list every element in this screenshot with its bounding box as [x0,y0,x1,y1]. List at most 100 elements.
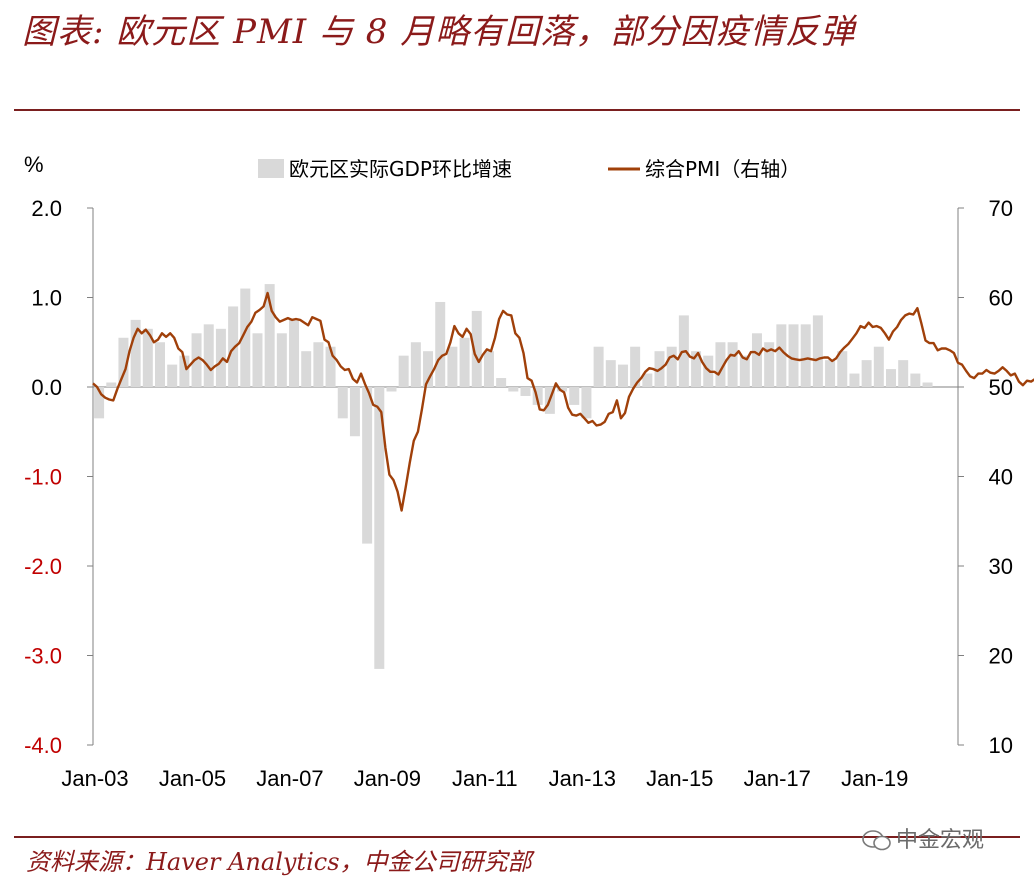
gdp-bar [898,360,909,387]
x-tick-label: Jan-19 [841,766,908,791]
gdp-bars [94,284,933,669]
gdp-bar [617,364,628,387]
gdp-bar [349,387,360,437]
gdp-bar [873,346,884,387]
left-unit-label: % [24,152,44,177]
left-tick-label: -4.0 [24,733,62,758]
gdp-bar [264,284,275,387]
x-tick-label: Jan-07 [256,766,323,791]
gdp-bar [435,301,446,387]
gdp-bar [276,333,287,387]
gdp-bar [849,373,860,387]
gdp-bar [825,360,836,387]
gdp-bar [215,328,226,387]
right-tick-label: 10 [989,733,1013,758]
gdp-bar [483,351,494,387]
gdp-bar [861,360,872,387]
gdp-bar [106,382,117,387]
gdp-bar [447,346,458,387]
right-tick-label: 50 [989,375,1013,400]
left-tick-label: -1.0 [24,465,62,490]
right-tick-label: 40 [989,465,1013,490]
x-tick-label: Jan-05 [159,766,226,791]
gdp-bar [642,373,653,387]
source-divider [14,836,1020,838]
legend-pmi-label: 综合PMI（右轴） [645,157,800,181]
gdp-bar [118,337,129,387]
gdp-bar [569,387,580,405]
pmi-line-layer [92,291,1034,512]
left-tick-label: -2.0 [24,554,62,579]
gdp-bar [240,288,251,387]
gdp-bar [167,364,178,387]
right-tick-label: 20 [989,644,1013,669]
gdp-bar [155,342,166,387]
left-tick-label: 0.0 [31,375,62,400]
gdp-bar [812,315,823,387]
gdp-bar [922,382,933,387]
gdp-bar [362,387,373,544]
gdp-bar [666,346,677,387]
legend: % 欧元区实际GDP环比增速 综合PMI（右轴） [24,152,800,181]
x-tick-label: Jan-03 [61,766,128,791]
gdp-bar [410,342,421,387]
gdp-bar [374,387,385,669]
gdp-bar [459,337,470,387]
right-tick-label: 60 [989,286,1013,311]
x-tick-label: Jan-15 [646,766,713,791]
x-tick-label: Jan-13 [549,766,616,791]
gdp-bar [739,355,750,387]
gdp-bar [203,324,214,387]
right-tick-label: 30 [989,554,1013,579]
gdp-bar [520,387,531,396]
gdp-bar [581,387,592,419]
gdp-bar [496,378,507,387]
gdp-bar [727,342,738,387]
tick-labels: 2.0 1.0 0.0 -1.0 -2.0 -3.0 -4.0 70 60 50 40 30 20 10 J… [24,196,1013,791]
right-tick-label: 70 [989,196,1013,221]
gdp-bar [630,346,641,387]
x-tick-label: Jan-11 [452,766,518,791]
legend-gdp-swatch [258,159,284,178]
gdp-bar [691,351,702,387]
title-divider [14,109,1020,111]
chat-bubble-icon [862,830,891,851]
pmi-line [92,291,1034,512]
legend-gdp-label: 欧元区实际GDP环比增速 [289,157,512,181]
gdp-bar [130,319,141,387]
gdp-bar [764,342,775,387]
left-tick-label: 2.0 [31,196,62,221]
x-tick-label: Jan-09 [354,766,421,791]
gdp-bar [751,333,762,387]
gdp-bar [508,387,519,392]
gdp-bar [386,387,397,392]
gdp-bar [228,306,239,387]
gdp-bar [910,373,921,387]
gdp-bar [398,355,409,387]
gdp-bar [179,355,190,387]
gdp-bar [885,369,896,387]
gdp-bar [715,342,726,387]
gdp-bar [313,342,324,387]
gdp-bar [301,351,312,387]
gdp-bar [557,387,568,392]
gdp-bar [252,333,263,387]
watermark-text: 中金宏观 [896,828,985,853]
gdp-bar [94,387,105,419]
x-tick-label: Jan-17 [744,766,811,791]
gdp-bar [776,324,787,387]
gdp-bar [788,324,799,387]
gdp-bar [325,346,336,387]
chart-title: 图表: 欧元区 PMI 与 8 月略有回落，部分因疫情反弹 [22,12,856,52]
axes-layer [87,207,964,746]
gdp-bar [837,351,848,387]
left-tick-label: 1.0 [31,286,62,311]
gdp-bar [593,346,604,387]
gdp-bar [423,351,434,387]
source-note: 资料来源：Haver Analytics，中金公司研究部 [26,848,532,876]
gdp-bar [800,324,811,387]
gdp-bar [289,319,300,387]
gdp-bar [605,360,616,387]
gdp-bar [142,328,153,387]
